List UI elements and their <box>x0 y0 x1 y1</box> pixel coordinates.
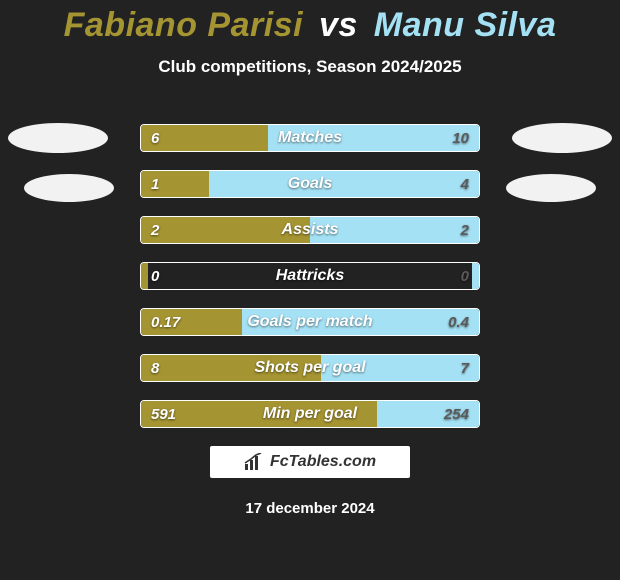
stat-row: 14Goals <box>140 170 480 198</box>
stat-bar-right <box>242 309 479 335</box>
stat-value-left: 0 <box>151 263 159 289</box>
stat-value-left: 0.17 <box>151 309 180 335</box>
stat-value-right: 254 <box>444 401 469 427</box>
stat-bar-right <box>268 125 479 151</box>
player1-club-badge <box>8 123 108 153</box>
stat-label: Hattricks <box>141 263 479 289</box>
stat-row: 591254Min per goal <box>140 400 480 428</box>
stat-bar-right <box>310 217 479 243</box>
stat-value-left: 2 <box>151 217 159 243</box>
stats-bars: 610Matches14Goals22Assists00Hattricks0.1… <box>140 124 480 446</box>
subtitle: Club competitions, Season 2024/2025 <box>0 57 620 77</box>
stat-bar-left <box>141 125 268 151</box>
stat-bar-left <box>141 355 321 381</box>
stat-row: 87Shots per goal <box>140 354 480 382</box>
player2-country-badge <box>506 174 596 202</box>
stat-row: 22Assists <box>140 216 480 244</box>
stat-value-right: 0.4 <box>448 309 469 335</box>
stat-value-right: 0 <box>461 263 469 289</box>
stat-row: 610Matches <box>140 124 480 152</box>
player1-name: Fabiano Parisi <box>64 6 303 44</box>
stat-bar-right <box>472 263 479 289</box>
vs-label: vs <box>313 6 364 44</box>
date-label: 17 december 2024 <box>0 500 620 517</box>
stat-bar-left <box>141 263 148 289</box>
stat-bar-right <box>209 171 479 197</box>
stat-row: 0.170.4Goals per match <box>140 308 480 336</box>
stat-value-left: 8 <box>151 355 159 381</box>
logo-text: FcTables.com <box>270 453 376 471</box>
player1-country-badge <box>24 174 114 202</box>
stat-value-right: 2 <box>461 217 469 243</box>
comparison-title: Fabiano Parisi vs Manu Silva <box>0 0 620 45</box>
stat-value-right: 7 <box>461 355 469 381</box>
player2-club-badge <box>512 123 612 153</box>
logo-bars-icon <box>244 453 264 471</box>
stat-value-left: 1 <box>151 171 159 197</box>
stat-bar-left <box>141 217 310 243</box>
stat-bar-left <box>141 401 377 427</box>
stat-value-right: 4 <box>461 171 469 197</box>
stat-value-right: 10 <box>452 125 469 151</box>
stat-value-left: 6 <box>151 125 159 151</box>
stat-bar-right <box>321 355 479 381</box>
stat-value-left: 591 <box>151 401 176 427</box>
stat-row: 0 0Hattricks <box>140 262 480 290</box>
player2-name: Manu Silva <box>374 6 557 44</box>
fctables-logo: FcTables.com <box>210 446 410 478</box>
